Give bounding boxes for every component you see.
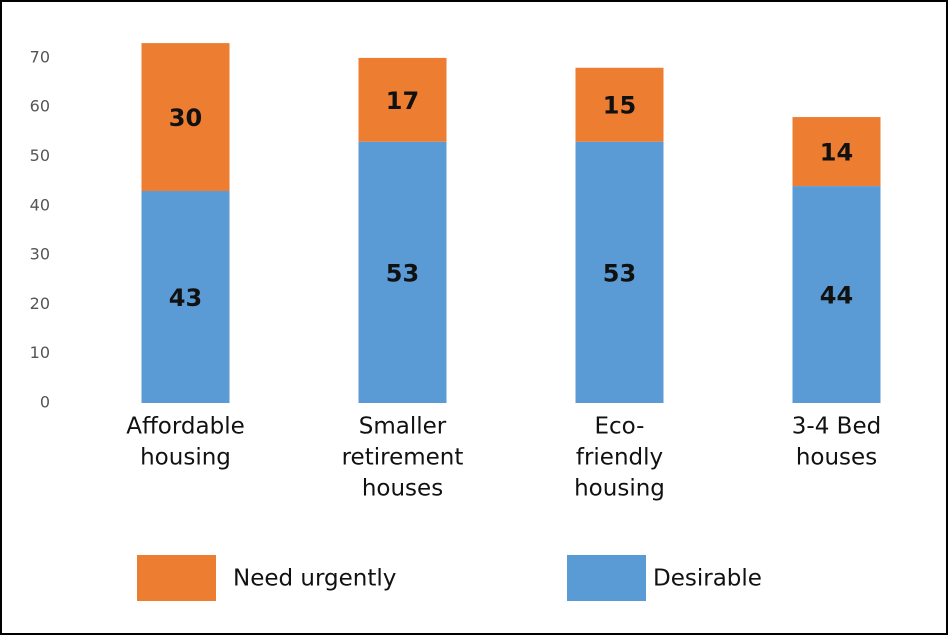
legend-swatch xyxy=(137,555,216,601)
x-tick-label: friendly xyxy=(576,445,663,471)
x-tick-label: 3-4 Bed xyxy=(792,414,881,440)
value-label: 43 xyxy=(169,284,202,312)
y-tick-label: 20 xyxy=(30,294,50,313)
bar-segment xyxy=(358,57,447,142)
value-label: 53 xyxy=(603,259,636,287)
y-tick-label: 0 xyxy=(40,393,50,412)
x-tick-label: retirement xyxy=(342,445,464,471)
bar-segment xyxy=(575,67,664,142)
y-tick-label: 40 xyxy=(30,195,50,214)
bar-segment xyxy=(792,117,881,187)
bar-segment xyxy=(358,141,447,403)
bar-segment xyxy=(141,191,230,403)
value-label: 15 xyxy=(603,92,636,120)
legend-label: Need urgently xyxy=(233,566,396,592)
bar-segment xyxy=(792,186,881,403)
value-label: 30 xyxy=(169,104,202,132)
value-label: 53 xyxy=(386,259,419,287)
value-label: 44 xyxy=(820,282,853,310)
bar-segment xyxy=(141,43,230,192)
legend-swatch xyxy=(567,555,646,601)
x-tick-label: housing xyxy=(574,476,665,502)
x-tick-label: houses xyxy=(796,445,877,471)
value-label: 14 xyxy=(820,139,853,167)
bar-segment xyxy=(575,141,664,403)
x-tick-label: housing xyxy=(140,445,231,471)
y-tick-label: 60 xyxy=(30,97,50,116)
legend-label: Desirable xyxy=(653,566,762,592)
y-tick-label: 30 xyxy=(30,245,50,264)
x-tick-label: Smaller xyxy=(359,414,447,440)
x-tick-label: houses xyxy=(362,476,443,502)
x-tick-label: Affordable xyxy=(126,414,245,440)
x-tick-label: Eco- xyxy=(595,414,645,440)
value-label: 17 xyxy=(386,87,419,115)
y-tick-label: 10 xyxy=(30,343,50,362)
y-tick-label: 50 xyxy=(30,146,50,165)
y-tick-label: 70 xyxy=(30,47,50,66)
